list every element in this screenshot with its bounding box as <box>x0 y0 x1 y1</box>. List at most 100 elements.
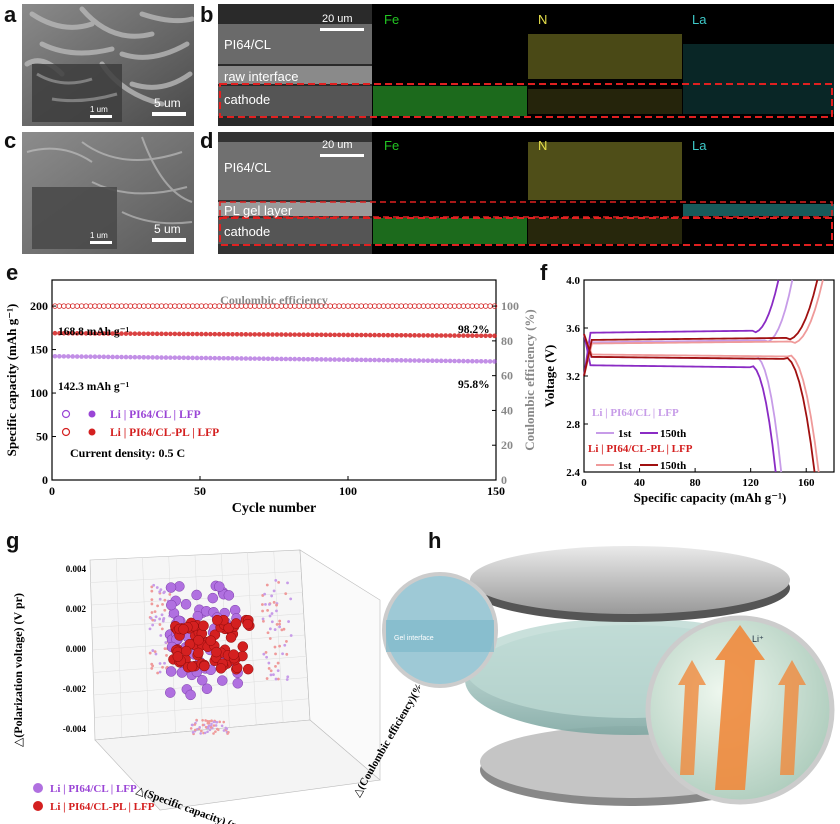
projection-point <box>163 661 166 665</box>
legend-marker-open-purple <box>61 409 71 419</box>
map-label-la-b: La <box>692 12 707 27</box>
projection-point <box>281 652 284 656</box>
projection-point <box>278 625 282 629</box>
x-tick-label-e: 150 <box>487 484 505 498</box>
capacity-point-pl <box>478 333 484 339</box>
point-pl <box>198 620 209 631</box>
projection-point <box>272 673 275 676</box>
projection-point <box>289 634 293 637</box>
ce-point <box>460 303 467 309</box>
capacity-point-pi64 <box>301 356 306 362</box>
discharge-curve <box>583 333 816 473</box>
projection-point <box>278 619 282 623</box>
projection-point <box>150 585 154 589</box>
layer-label-pi64-b: PI64/CL <box>224 37 271 52</box>
capacity-point-pi64 <box>292 356 298 362</box>
projection-point <box>285 652 289 656</box>
point-pl <box>242 663 254 675</box>
ce-point <box>371 303 378 309</box>
capacity-point-pi64 <box>119 354 124 360</box>
capacity-point-pl <box>474 333 480 339</box>
capacity-point-pi64 <box>110 354 115 360</box>
grid-line <box>93 677 308 696</box>
capacity-point-pl <box>185 331 191 337</box>
polarization-3d-scatter: 0.004 0.002 0.000 -0.002 -0.004 △(Polarizati… <box>11 549 420 824</box>
sem-image-a: 1 um 5 um <box>22 4 194 126</box>
point-pi64 <box>201 683 213 694</box>
legend-text-pl-f: Li | PI64/CL-PL | LFP <box>588 443 693 455</box>
ce-point <box>189 303 196 309</box>
ce-label: Coulombic efficiency <box>220 293 328 307</box>
z-tick-label-g: 0.000 <box>66 644 87 654</box>
capacity-point-pl <box>92 331 98 336</box>
capacity-point-pl <box>212 331 218 337</box>
x-tick-label-f: 80 <box>690 477 702 489</box>
x-axis-label-f: Specific capacity (mAh g⁻¹) <box>634 490 787 505</box>
capacity-point-pl <box>65 330 71 336</box>
point-pl <box>193 634 204 646</box>
capacity-point-pi64 <box>461 358 466 364</box>
projection-point <box>151 664 155 668</box>
capacity-point-pl <box>83 331 89 336</box>
projection-point <box>151 649 155 652</box>
projection-point <box>150 589 154 593</box>
point-pl <box>205 635 217 646</box>
capacity-point-pl <box>412 333 417 338</box>
ce-point <box>442 303 449 309</box>
projection-point <box>285 678 289 681</box>
point-pi64 <box>165 687 176 698</box>
point-pl <box>186 661 198 672</box>
ce-point <box>465 303 471 309</box>
x-tick-label-f: 0 <box>581 477 587 489</box>
projection-point <box>199 732 202 735</box>
projection-point <box>210 719 213 723</box>
ce-point <box>198 303 205 309</box>
capacity-point-pl <box>359 332 364 338</box>
projection-point <box>275 603 278 607</box>
ce-point <box>425 303 431 309</box>
capacity-point-pl <box>274 332 280 337</box>
capacity-point-pl <box>270 332 275 337</box>
projection-point <box>165 654 168 657</box>
capacity-point-pl <box>323 332 329 338</box>
capacity-point-pl <box>385 332 391 338</box>
capacity-point-pi64 <box>487 359 493 364</box>
projection-point <box>159 634 163 637</box>
x-tick-label-e: 100 <box>339 484 357 498</box>
projection-point <box>261 617 265 621</box>
capacity-point-pi64 <box>101 354 107 360</box>
capacity-point-pl <box>363 332 369 338</box>
capacity-point-pl <box>430 333 435 338</box>
capacity-point-pi64 <box>483 359 488 364</box>
capacity-point-pi64 <box>52 353 58 359</box>
capacity-point-pl <box>376 332 382 338</box>
projection-point <box>201 719 204 722</box>
point-pl <box>237 641 249 652</box>
x-tick-label-f: 40 <box>634 477 646 489</box>
point-pi64 <box>223 590 235 601</box>
projection-point <box>268 614 272 618</box>
capacity-point-pi64 <box>287 356 293 362</box>
capacity-point-pl <box>74 331 80 336</box>
capacity-point-pi64 <box>430 358 435 364</box>
y-tick-label-f: 4.0 <box>566 275 580 287</box>
ce-point <box>176 303 182 309</box>
ce-point <box>145 303 151 309</box>
capacity-point-pi64 <box>150 355 155 360</box>
capacity-point-pl <box>372 332 377 338</box>
capacity-point-pi64 <box>181 355 187 361</box>
capacity-point-pl <box>190 331 195 337</box>
charge-curve <box>583 279 819 377</box>
capacity-point-pl <box>256 332 262 337</box>
capacity-point-pi64 <box>265 356 271 362</box>
ce-point <box>367 303 373 309</box>
projection-point <box>272 589 276 593</box>
map-label-n-d: N <box>538 138 548 153</box>
capacity-point-pi64 <box>465 358 471 364</box>
left-magnifier-gel <box>386 620 494 652</box>
capacity-point-pl <box>354 332 360 338</box>
z-axis-label-g: △(Polarization voltage) (V pr) <box>11 593 25 747</box>
capacity-point-pi64 <box>350 357 355 363</box>
voltage-profile-chart: 0 40 80 120 160 2.4 2.8 3.2 3.6 4.0 Li | PI64/CL … <box>542 275 835 505</box>
capacity-point-pl <box>434 333 440 338</box>
